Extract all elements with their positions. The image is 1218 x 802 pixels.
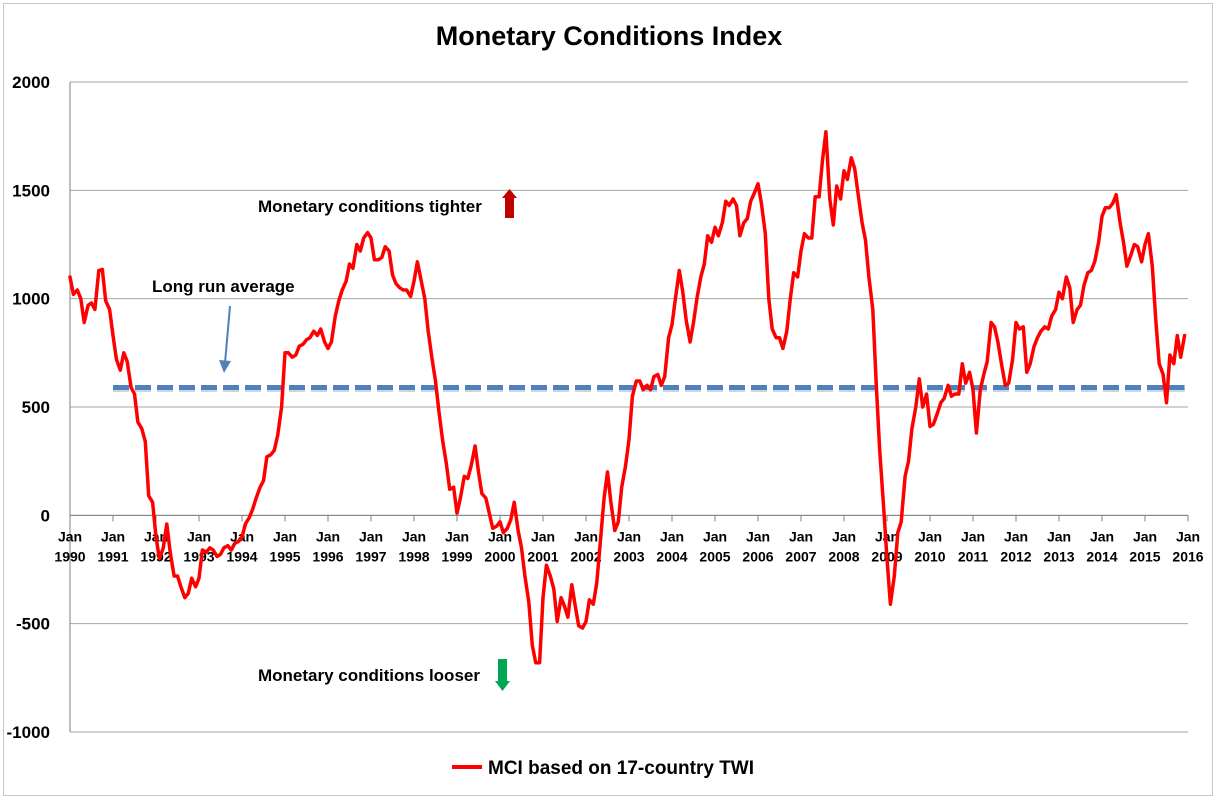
x-tick-label-month: Jan <box>789 528 813 544</box>
x-tick-label-year: 2016 <box>1172 548 1203 564</box>
y-tick-label: 2000 <box>12 73 50 92</box>
x-tick-label-month: Jan <box>402 528 426 544</box>
pointer-arrow-head <box>219 360 231 373</box>
y-tick-label: -500 <box>16 615 50 634</box>
legend-label: MCI based on 17-country TWI <box>488 758 754 779</box>
x-tick-label-year: 2002 <box>570 548 601 564</box>
x-tick-label-month: Jan <box>1133 528 1157 544</box>
x-tick-label-year: 1993 <box>183 548 214 564</box>
down-arrow-head <box>495 681 510 691</box>
x-tick-label-month: Jan <box>359 528 383 544</box>
x-tick-label-year: 1997 <box>355 548 386 564</box>
x-tick-label-month: Jan <box>1047 528 1071 544</box>
x-tick-label-year: 1999 <box>441 548 472 564</box>
x-tick-label-year: 2003 <box>613 548 644 564</box>
y-axis-ticks: 2000 1500 1000 500 0 -500 -1000 <box>7 73 50 742</box>
down-arrow-icon <box>495 659 510 691</box>
x-tick-label-year: 1990 <box>54 548 85 564</box>
x-tick-label-month: Jan <box>531 528 555 544</box>
up-arrow-icon <box>502 189 517 218</box>
x-tick-label-year: 2012 <box>1000 548 1031 564</box>
x-tick-label-month: Jan <box>703 528 727 544</box>
x-tick-label-year: 2011 <box>958 548 989 564</box>
x-tick-label-month: Jan <box>445 528 469 544</box>
pointer-arrow-shaft <box>224 305 231 364</box>
x-tick-label-year: 2014 <box>1086 548 1117 564</box>
y-tick-label: 1000 <box>12 290 50 309</box>
x-tick-label-month: Jan <box>1176 528 1200 544</box>
x-tick-label-month: Jan <box>1090 528 1114 544</box>
x-tick-label-year: 2001 <box>527 548 558 564</box>
x-tick-label-year: 2015 <box>1129 548 1160 564</box>
x-axis: Jan 1990 Jan 1991 Jan 1992 Jan 1993 Jan 1994 Jan 19… <box>54 514 1204 564</box>
x-tick-label-year: 1992 <box>140 548 171 564</box>
chart-title: Monetary Conditions Index <box>436 21 783 51</box>
x-tick-label-year: 1994 <box>226 548 257 564</box>
x-tick-label-year: 2008 <box>828 548 859 564</box>
x-tick-label-year: 2004 <box>656 548 687 564</box>
x-tick-label-year: 2005 <box>699 548 730 564</box>
down-arrow-shaft <box>498 659 507 681</box>
x-tick-label-year: 2006 <box>742 548 773 564</box>
down-pointer-arrow-icon <box>219 305 231 373</box>
series-line-mci <box>68 130 1187 665</box>
x-tick-label-month: Jan <box>273 528 297 544</box>
y-tick-label: 1500 <box>12 181 50 200</box>
y-tick-label: 500 <box>22 398 50 417</box>
x-tick-label-month: Jan <box>660 528 684 544</box>
x-tick-label-year: 2010 <box>914 548 945 564</box>
x-tick-label-year: 2000 <box>484 548 515 564</box>
x-tick-label-year: 1998 <box>398 548 429 564</box>
up-arrow-shaft <box>505 198 514 218</box>
chart-frame <box>3 3 1213 796</box>
x-tick-label-month: Jan <box>488 528 512 544</box>
y-tick-label: 0 <box>41 506 50 525</box>
x-tick-label-month: Jan <box>187 528 211 544</box>
x-tick-label-month: Jan <box>101 528 125 544</box>
x-tick-label-month: Jan <box>316 528 340 544</box>
x-tick-label-month: Jan <box>1004 528 1028 544</box>
x-tick-label-year: 2013 <box>1043 548 1074 564</box>
annotation-looser: Monetary conditions looser <box>258 666 480 685</box>
x-tick-label-year: 1995 <box>269 548 300 564</box>
x-tick-label-month: Jan <box>58 528 82 544</box>
x-tick-label-month: Jan <box>918 528 942 544</box>
x-tick-label-month: Jan <box>961 528 985 544</box>
series-layer <box>68 130 1187 665</box>
x-tick-label-month: Jan <box>574 528 598 544</box>
y-tick-label: -1000 <box>7 723 50 742</box>
x-tick-label-year: 2007 <box>785 548 816 564</box>
x-tick-label-year: 1991 <box>97 548 128 564</box>
x-tick-label-month: Jan <box>746 528 770 544</box>
legend: MCI based on 17-country TWI <box>452 758 754 779</box>
annotation-average: Long run average <box>152 277 295 296</box>
annotation-tighter: Monetary conditions tighter <box>258 197 482 216</box>
x-tick-label-month: Jan <box>832 528 856 544</box>
gridlines <box>69 81 1188 733</box>
x-tick-label-year: 1996 <box>312 548 343 564</box>
x-tick-label-month: Jan <box>617 528 641 544</box>
up-arrow-head <box>502 189 517 198</box>
